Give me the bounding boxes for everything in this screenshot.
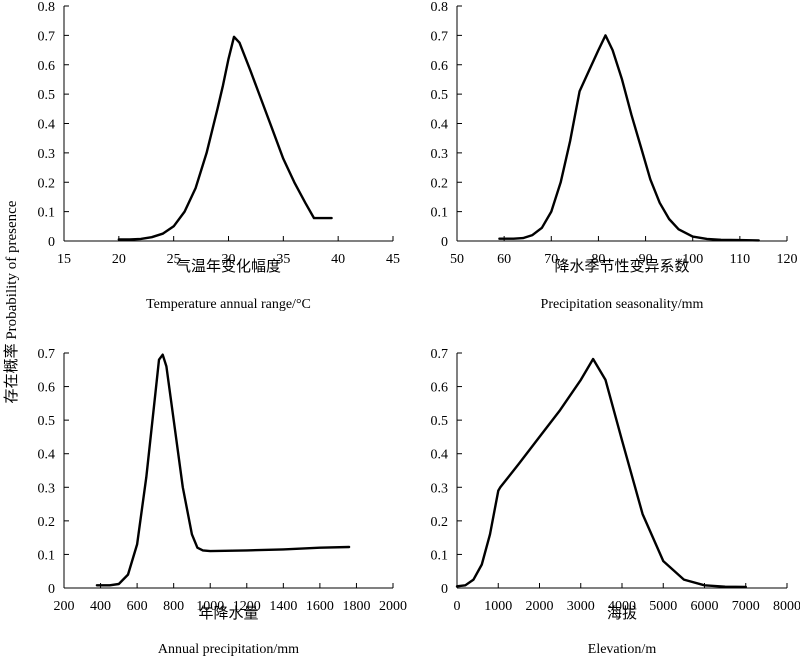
y-tick-label: 0.2 (431, 176, 449, 191)
shared-y-axis-label: 存在概率 Probability of presence (3, 200, 20, 403)
y-tick-label: 0 (48, 235, 55, 250)
x-tick-label: 1400 (269, 599, 297, 614)
y-tick-label: 0 (48, 582, 55, 597)
y-tick-label: 0.4 (431, 448, 449, 463)
chart-temperature-range: 0 0.1 0.2 0.3 0.4 0.5 0.6 0.7 0.8 15 20 25 30 35 40 45 气… (38, 0, 401, 312)
series-line (455, 357, 747, 589)
x-tick-label: 70 (544, 252, 558, 267)
y-tick-label: 0.6 (38, 381, 56, 396)
x-tick-label: 2000 (379, 599, 407, 614)
y-tick-label: 0.1 (431, 548, 449, 563)
y-tick-label: 0.7 (431, 29, 449, 44)
x-tick-label: 25 (167, 252, 181, 267)
x-tick-label: 1000 (196, 599, 224, 614)
y-tick-label: 0.6 (431, 381, 449, 396)
x-tick-label: 1600 (306, 599, 334, 614)
x-tick-label: 6000 (691, 599, 719, 614)
x-tick-label: 110 (730, 252, 750, 267)
y-tick-label: 0.3 (431, 481, 449, 496)
x-axis-label-en: Precipitation seasonality/mm (541, 297, 704, 312)
y-tick-label: 0.6 (431, 59, 449, 74)
x-tick-label: 400 (90, 599, 111, 614)
x-tick-label: 600 (127, 599, 148, 614)
x-axis-label-en: Elevation/m (588, 642, 657, 657)
y-tick-label: 0.7 (38, 29, 56, 44)
x-tick-label: 200 (54, 599, 75, 614)
series-line (117, 35, 333, 241)
x-tick-label: 40 (331, 252, 345, 267)
x-axis-label-en: Temperature annual range/°C (146, 297, 311, 312)
y-tick-label: 0.4 (38, 448, 56, 463)
x-tick-label: 100 (682, 252, 703, 267)
x-tick-label: 8000 (773, 599, 800, 614)
x-axis-label-cn: 海拔 (607, 605, 637, 622)
series-line (498, 34, 760, 242)
y-tick-label: 0.5 (431, 414, 449, 429)
y-tick-label: 0.6 (38, 59, 56, 74)
x-axis-label-cn: 气温年变化幅度 (176, 258, 281, 275)
x-tick-label: 50 (450, 252, 464, 267)
x-tick-label: 30 (222, 252, 236, 267)
x-tick-label: 90 (639, 252, 653, 267)
x-tick-label: 2000 (526, 599, 554, 614)
series-line (95, 353, 351, 587)
y-tick-label: 0.2 (431, 515, 449, 530)
x-tick-label: 1800 (342, 599, 370, 614)
y-tick-label: 0.1 (38, 548, 56, 563)
x-axis-label-cn: 年降水量 (198, 605, 258, 622)
x-tick-label: 5000 (649, 599, 677, 614)
y-tick-label: 0.3 (38, 481, 56, 496)
y-tick-label: 0 (441, 235, 448, 250)
y-tick-label: 0.7 (431, 347, 449, 362)
y-tick-label: 0.2 (38, 515, 56, 530)
y-tick-label: 0.1 (38, 206, 56, 221)
x-tick-label: 7000 (732, 599, 760, 614)
x-tick-label: 800 (163, 599, 184, 614)
y-tick-label: 0.7 (38, 347, 56, 362)
x-axis-label-cn: 降水季节性变异系数 (554, 258, 689, 275)
y-tick-label: 0.4 (38, 118, 56, 133)
y-tick-label: 0.8 (431, 0, 449, 15)
x-tick-label: 45 (386, 252, 400, 267)
chart-annual-precipitation: 0 0.1 0.2 0.3 0.4 0.5 0.6 0.7 200 400 600 800 1000 12… (38, 347, 408, 657)
x-tick-label: 60 (497, 252, 511, 267)
x-axis-label-en: Annual precipitation/mm (158, 642, 299, 657)
y-tick-label: 0.3 (38, 147, 56, 162)
x-tick-label: 0 (454, 599, 461, 614)
x-tick-label: 15 (57, 252, 71, 267)
x-tick-label: 120 (777, 252, 798, 267)
y-tick-label: 0.8 (38, 0, 56, 15)
y-tick-label: 0.3 (431, 147, 449, 162)
x-tick-label: 20 (112, 252, 126, 267)
y-tick-label: 0 (441, 582, 448, 597)
y-tick-label: 0.4 (431, 118, 449, 133)
x-tick-label: 3000 (567, 599, 595, 614)
chart-elevation: 0 0.1 0.2 0.3 0.4 0.5 0.6 0.7 0 1000 2000 3000 4000 5… (431, 347, 800, 657)
x-tick-label: 4000 (608, 599, 636, 614)
x-tick-label: 1000 (484, 599, 512, 614)
x-tick-label: 35 (276, 252, 290, 267)
y-tick-label: 0.5 (38, 414, 56, 429)
x-tick-label: 1200 (233, 599, 261, 614)
x-tick-label: 80 (591, 252, 605, 267)
y-tick-label: 0.5 (431, 88, 449, 103)
y-tick-label: 0.2 (38, 176, 56, 191)
y-tick-label: 0.5 (38, 88, 56, 103)
chart-precipitation-seasonality: 0 0.1 0.2 0.3 0.4 0.5 0.6 0.7 0.8 50 60 70 80 90 100 11… (431, 0, 798, 312)
y-tick-label: 0.1 (431, 206, 449, 221)
